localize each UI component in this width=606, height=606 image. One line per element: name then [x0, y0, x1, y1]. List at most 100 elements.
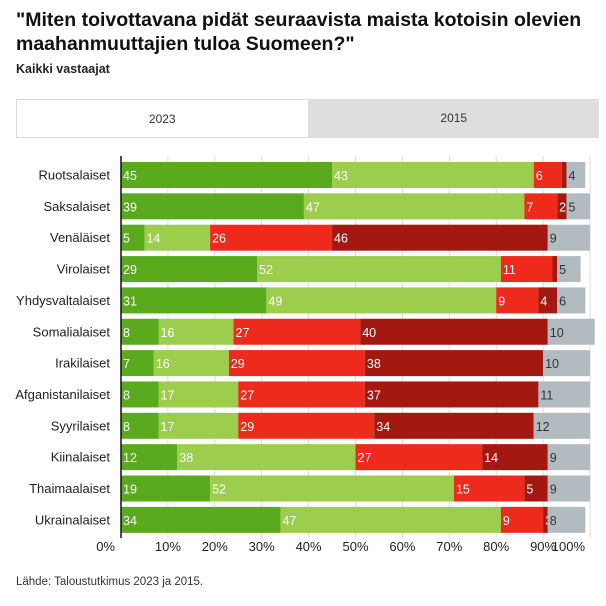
x-tick-label: 100% — [552, 539, 586, 554]
bar-segment — [121, 224, 145, 251]
data-label: 37 — [367, 388, 381, 402]
data-label: 10 — [545, 357, 559, 371]
data-label: 16 — [161, 326, 175, 340]
bar-segment — [121, 350, 154, 377]
data-label: 29 — [123, 263, 137, 277]
bar-segment — [566, 162, 586, 188]
data-label: 9 — [498, 294, 505, 308]
x-tick-label: 80% — [483, 539, 509, 554]
bar-segment — [364, 381, 539, 408]
bar-segment — [552, 256, 558, 283]
category-label: Kiinalaiset — [51, 450, 111, 465]
bar-segment — [561, 162, 567, 188]
data-label: 47 — [306, 200, 320, 214]
bar-segment — [144, 224, 211, 251]
bar-segment — [364, 350, 544, 377]
data-label: 2 — [559, 200, 566, 214]
data-label: 34 — [123, 514, 137, 528]
x-tick-label: 60% — [389, 539, 415, 554]
data-label: 27 — [358, 451, 372, 465]
source-note: Lähde: Taloustutkimus 2023 ja 2015. — [16, 576, 204, 588]
bar-segment — [355, 444, 483, 471]
bar-segment — [500, 506, 544, 533]
data-label: 34 — [376, 420, 390, 434]
bar-segment — [121, 444, 178, 471]
data-label: 29 — [231, 357, 245, 371]
data-label: 8 — [123, 326, 130, 340]
bar-segment — [500, 256, 553, 283]
x-tick-label: 90% — [530, 539, 556, 554]
data-label: 11 — [503, 263, 516, 277]
bar-segment — [121, 506, 281, 533]
data-label: 19 — [123, 483, 137, 497]
data-label: 8 — [123, 388, 130, 402]
year-tabs: 2023 2015 — [16, 99, 599, 137]
bar-segment — [158, 412, 239, 439]
data-label: 26 — [212, 232, 226, 246]
data-label: 8 — [550, 514, 557, 528]
data-label: 38 — [367, 357, 381, 371]
data-label: 5 — [559, 263, 566, 277]
data-label: 6 — [536, 169, 543, 183]
bar-segment — [238, 412, 375, 439]
data-label: 29 — [240, 420, 254, 434]
data-label: 4 — [540, 294, 547, 308]
category-label: Yhdysvaltalaiset — [16, 293, 110, 308]
bar-segment — [543, 350, 590, 377]
x-tick-label: 20% — [202, 539, 228, 554]
data-label: 9 — [550, 483, 557, 497]
data-label: 7 — [526, 200, 533, 214]
data-label: 47 — [282, 514, 296, 528]
bar-segment — [547, 475, 590, 502]
bar-segment — [524, 193, 558, 220]
category-label: Syyrilaiset — [51, 418, 111, 433]
category-label: Afganistanilaiset — [15, 387, 110, 402]
data-label: 12 — [536, 420, 550, 434]
data-label: 46 — [334, 232, 348, 246]
data-label: 31 — [123, 294, 137, 308]
data-label: 6 — [559, 294, 566, 308]
data-label: 17 — [161, 388, 175, 402]
bar-segment — [557, 287, 586, 314]
bar-segment — [121, 475, 211, 502]
tab-2015[interactable]: 2015 — [308, 99, 599, 137]
bar-segment — [228, 350, 365, 377]
data-label: 49 — [268, 294, 282, 308]
bar-segment — [547, 444, 590, 471]
category-label: Ukrainalaiset — [35, 512, 111, 527]
bar-segment — [566, 193, 590, 220]
category-label: Thaimaalaiset — [29, 481, 110, 496]
x-tick-label: 70% — [436, 539, 462, 554]
bar-segment — [547, 224, 590, 251]
data-label: 15 — [456, 483, 470, 497]
bar-segment — [538, 287, 558, 314]
bar-segment — [257, 256, 501, 283]
bar-segment — [280, 506, 501, 533]
data-label: 4 — [569, 169, 576, 183]
category-label: Virolaiset — [57, 262, 111, 277]
bar-segment — [121, 381, 159, 408]
bar-segment — [210, 475, 454, 502]
data-label: 9 — [503, 514, 510, 528]
bar-segment — [543, 506, 548, 533]
bar-segment — [557, 193, 567, 220]
bar-segment — [453, 475, 525, 502]
data-label: 52 — [212, 483, 226, 497]
data-label: 12 — [123, 451, 137, 465]
data-label: 14 — [146, 232, 160, 246]
bar-segment — [158, 318, 234, 345]
x-tick-label: 50% — [342, 539, 368, 554]
tab-2023[interactable]: 2023 — [16, 99, 309, 137]
x-tick-label: 10% — [155, 539, 181, 554]
data-label: 11 — [540, 388, 553, 402]
bar-segment — [153, 350, 229, 377]
bar-segment — [524, 475, 548, 502]
x-tick-label: 0% — [96, 539, 115, 554]
category-label: Venäläiset — [50, 230, 110, 245]
data-label: 10 — [550, 326, 564, 340]
data-label: 27 — [236, 326, 250, 340]
data-label: 5 — [569, 200, 576, 214]
bar-segment — [547, 506, 586, 533]
x-tick-label: 30% — [249, 539, 275, 554]
category-label: Somalialaiset — [33, 324, 111, 339]
